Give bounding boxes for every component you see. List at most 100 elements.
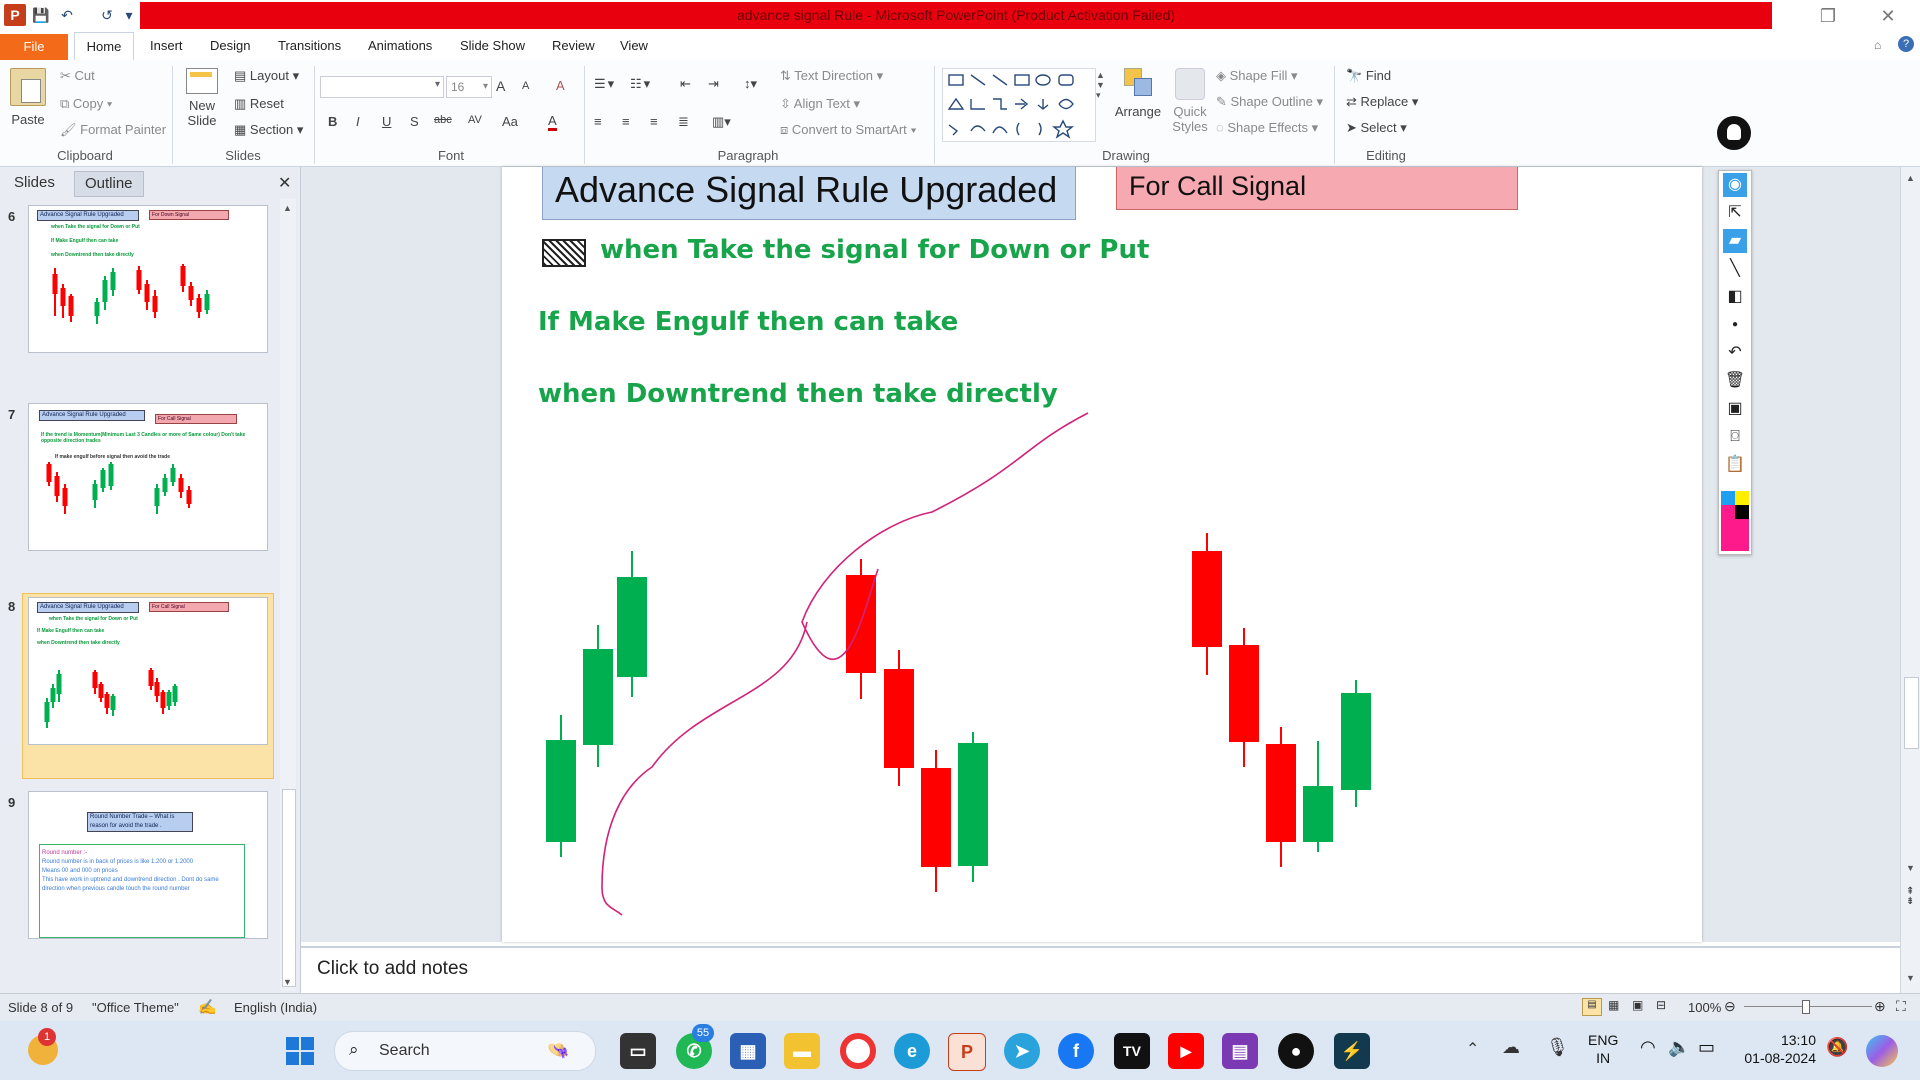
slide-thumbnail-6[interactable]: Advance Signal Rule Upgraded For Down Si…	[28, 205, 268, 353]
text-direction-button[interactable]: ⇅ Text Direction ▾	[780, 68, 884, 83]
chrome-icon[interactable]	[840, 1033, 876, 1069]
scroll-thumb[interactable]	[282, 789, 296, 987]
numbering-icon[interactable]: ☷▾	[630, 76, 653, 91]
color-swatch-pink[interactable]	[1721, 505, 1735, 519]
layout-button[interactable]: ▤ Layout ▾	[234, 68, 300, 83]
signal-tag[interactable]: For Call Signal	[1116, 167, 1518, 210]
shape-fill-button[interactable]: ◈ Shape Fill ▾	[1216, 68, 1298, 83]
align-right-icon[interactable]: ≡	[650, 114, 658, 129]
clear-formatting-button[interactable]: A	[556, 78, 565, 93]
normal-view-icon[interactable]: ▤	[1582, 998, 1602, 1016]
character-spacing-button[interactable]: AV	[468, 114, 482, 126]
scroll-thumb[interactable]	[1904, 677, 1919, 749]
slide-sorter-icon[interactable]: ▦	[1608, 998, 1620, 1012]
search-box[interactable]: ⌕ Search 👒	[334, 1031, 596, 1071]
bold-button[interactable]: B	[328, 114, 338, 129]
reading-view-icon[interactable]: ▣	[1632, 998, 1644, 1012]
restore-button[interactable]: ❐	[1819, 6, 1837, 26]
tradingview-icon[interactable]: TV	[1114, 1033, 1150, 1069]
undo-icon[interactable]: ↶	[1728, 344, 1742, 361]
notification-bell-icon[interactable]: 🔕	[1826, 1037, 1849, 1057]
facebook-icon[interactable]: f	[1058, 1033, 1094, 1069]
main-scrollbar[interactable]: ▲ ▼ ⇞ ⇟ ▼	[1900, 167, 1920, 993]
select-button[interactable]: ➤ Select ▾	[1346, 120, 1407, 135]
section-button[interactable]: ▦ Section ▾	[234, 122, 304, 137]
task-view-icon[interactable]: ▭	[620, 1033, 656, 1069]
notes-pane[interactable]: Click to add notes	[301, 946, 1900, 994]
new-slide-button[interactable]: New Slide	[184, 68, 220, 128]
copilot-icon[interactable]	[1866, 1035, 1898, 1067]
slide-thumbnail-7[interactable]: Advance Signal Rule Upgraded For Call Si…	[28, 403, 268, 551]
quick-styles-button[interactable]: Quick Styles	[1166, 68, 1214, 134]
pen-tool-logo-icon[interactable]	[1717, 116, 1751, 150]
shape-effects-button[interactable]: ◌ Shape Effects ▾	[1216, 120, 1319, 135]
show-hidden-icons-icon[interactable]: ⌃	[1466, 1041, 1480, 1058]
clipboard-icon[interactable]: 📋	[1725, 456, 1745, 473]
active-color-swatch[interactable]	[1721, 519, 1749, 551]
highlighter-icon[interactable]: ▰	[1723, 229, 1747, 253]
slide-show-icon[interactable]: ⊟	[1656, 998, 1667, 1012]
clapper-icon[interactable]: ▤	[1222, 1033, 1258, 1069]
eraser-icon[interactable]: ◧	[1727, 288, 1743, 305]
pen-icon[interactable]: ╲	[1730, 260, 1740, 277]
font-size-dropdown[interactable]: 16 ▾	[446, 76, 492, 98]
tab-insert[interactable]: Insert	[150, 38, 183, 53]
zoom-level[interactable]: 100%	[1688, 1000, 1722, 1015]
redo-icon[interactable]: ↺	[101, 7, 113, 23]
find-button[interactable]: 🔭 Find	[1346, 68, 1391, 84]
color-swatch-black[interactable]	[1735, 505, 1749, 519]
file-explorer-icon[interactable]: ▬	[784, 1033, 820, 1069]
tab-transitions[interactable]: Transitions	[278, 38, 342, 53]
camera-icon[interactable]: ⌼	[1730, 428, 1740, 445]
zoom-slider-thumb[interactable]	[1802, 1000, 1810, 1014]
powerpoint-icon[interactable]: P	[948, 1033, 986, 1071]
format-painter-button[interactable]: 🖌 Format Painter	[60, 122, 166, 138]
color-swatch-blue[interactable]	[1721, 491, 1735, 505]
slide-title[interactable]: Advance Signal Rule Upgraded	[542, 167, 1076, 220]
pointer-icon[interactable]: ⇱	[1728, 204, 1742, 221]
font-name-dropdown[interactable]: ▾	[320, 76, 444, 98]
telegram-icon[interactable]: ➤	[1004, 1033, 1040, 1069]
copy-button[interactable]: ⧉ Copy ▾	[60, 96, 113, 111]
spell-check-icon[interactable]: ✍	[198, 999, 217, 1016]
hatched-shape[interactable]	[542, 239, 586, 267]
decrease-indent-icon[interactable]: ⇤	[680, 76, 691, 91]
tab-animations[interactable]: Animations	[368, 38, 433, 53]
zoom-slider[interactable]	[1744, 1000, 1872, 1014]
clock[interactable]: 13:10 01-08-2024	[1736, 1031, 1816, 1067]
rule-line-2[interactable]: If Make Engulf then can take	[538, 307, 959, 337]
reset-button[interactable]: ▥ Reset	[234, 96, 284, 112]
paste-button[interactable]: Paste	[10, 68, 46, 127]
store-icon[interactable]: ▦	[730, 1033, 766, 1069]
scroll-down-icon[interactable]: ▼	[283, 977, 292, 987]
bullets-icon[interactable]: ☰▾	[594, 76, 617, 91]
underline-button[interactable]: U	[382, 114, 392, 129]
youtube-icon[interactable]: ▶	[1168, 1033, 1204, 1069]
align-text-button[interactable]: ⇳ Align Text ▾	[780, 96, 861, 111]
tab-view[interactable]: View	[620, 38, 648, 53]
volume-icon[interactable]: 🔈	[1668, 1037, 1691, 1057]
scroll-down-icon[interactable]: ▼	[1906, 973, 1915, 983]
slide-thumbnail-8[interactable]: Advance Signal Rule Upgraded For Call Si…	[28, 597, 268, 745]
shrink-font-button[interactable]: A	[522, 80, 530, 92]
replace-button[interactable]: ⇄ Replace ▾	[1346, 94, 1419, 109]
save-icon[interactable]: 💾	[32, 7, 50, 23]
strikethrough-button[interactable]: abc	[434, 114, 452, 126]
trash-icon[interactable]: 🗑	[1724, 372, 1746, 389]
italic-button[interactable]: I	[356, 114, 360, 129]
line-spacing-icon[interactable]: ↕▾	[744, 76, 758, 91]
columns-icon[interactable]: ▥▾	[712, 114, 731, 129]
whiteboard-icon[interactable]: ▣	[1727, 400, 1743, 417]
scroll-up-icon[interactable]: ▲	[1906, 173, 1915, 183]
color-palette[interactable]	[1721, 491, 1749, 551]
previous-slide-icon[interactable]: ⇞ ⇟	[1906, 886, 1915, 907]
input-language[interactable]: ENG IN	[1588, 1031, 1618, 1067]
powerpoint-app-icon[interactable]: P	[4, 4, 26, 26]
language-indicator[interactable]: English (India)	[234, 1000, 318, 1015]
grow-font-button[interactable]: A	[496, 78, 506, 94]
dot-icon[interactable]: ●	[1731, 319, 1739, 330]
text-shadow-button[interactable]: S	[410, 114, 419, 129]
arrange-button[interactable]: Arrange	[1112, 68, 1164, 119]
customize-quick-access-icon[interactable]: ▾	[125, 7, 133, 23]
gallery-scroll-icon[interactable]: ▲ ▼ ▾	[1096, 70, 1105, 100]
